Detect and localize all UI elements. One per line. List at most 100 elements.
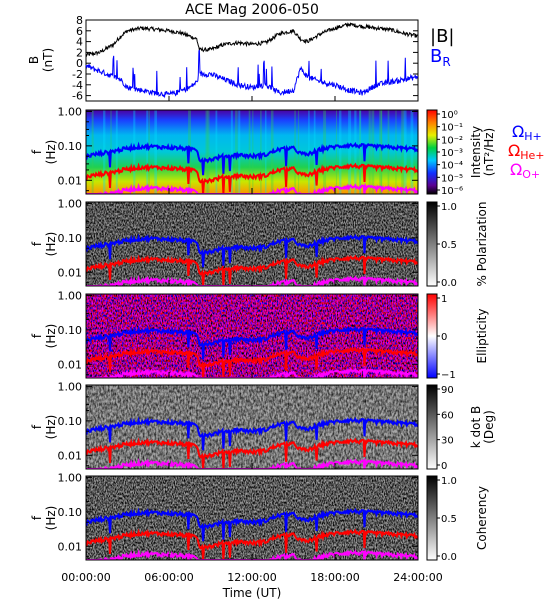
panel-ellipticity-yunit: (Hz): [44, 324, 58, 349]
panel-intensity-ylabel: f: [30, 149, 44, 154]
intensity-streak: [380, 110, 383, 194]
intensity-streak: [401, 110, 405, 194]
intensity-streak: [308, 110, 310, 194]
colorbar-tick-label: 1.0: [441, 202, 457, 213]
panel-coherency-y-ticks: 1.00 0.10 0.01: [58, 471, 419, 560]
colorbar-tick-label: 10⁻⁴: [441, 161, 463, 172]
colorbar-tick-label: 60: [441, 410, 454, 421]
legend-omega-he: ΩHe+: [508, 141, 545, 162]
intensity-streak: [133, 110, 136, 194]
x-tick-label: 06:00:00: [144, 571, 193, 584]
gyro-line-o-plus: [86, 274, 418, 286]
series-br-line: [85, 49, 418, 99]
intensity-streak: [207, 110, 210, 194]
panel-intensity-background: [86, 110, 418, 194]
gyro-line-he-plus: [86, 254, 418, 286]
colorbar-ellipticity-label: Ellipticity: [475, 309, 489, 364]
intensity-streak: [115, 110, 118, 194]
legend-br-sub: R: [442, 55, 450, 69]
panel-k-dot-b-y-ticks: 1.00 0.10 0.01: [58, 380, 419, 469]
colorbar-k-dot-b-label: k dot B: [469, 406, 483, 448]
intensity-streak: [395, 110, 397, 194]
intensity-streak: [323, 110, 327, 194]
intensity-streak: [359, 110, 361, 194]
chart-title: ACE Mag 2006-050: [185, 2, 319, 18]
panel-coherency-texture: [86, 476, 418, 560]
b-y-tick-label: -2: [72, 68, 83, 81]
panel-coherency-yunit: (Hz): [44, 506, 58, 531]
colorbar-tick-label: 10⁻²: [441, 135, 463, 146]
gyro-line-he-plus: [86, 528, 418, 560]
gyro-line-o-plus: [86, 457, 418, 469]
b-field-yunit: (nT): [41, 48, 55, 72]
colorbar-tick-label: 0.0: [441, 552, 457, 563]
panel-polarization: 1.00 0.10 0.01 f (Hz) 1.0 0.5 0.0 % Polarization: [30, 197, 489, 289]
intensity-streak: [359, 110, 362, 194]
gyro-line-he-plus: [86, 162, 418, 194]
panel-k-dot-b: 1.00 0.10 0.01 f (Hz) 90 60 30 0 k dot B (Deg): [30, 380, 496, 472]
gyro-line-h-plus: [86, 416, 418, 451]
panel-ellipticity-ylabel: f: [30, 333, 44, 338]
intensity-streak: [238, 110, 241, 194]
colorbar-ellipticity: [426, 293, 438, 379]
colorbar-coherency: [426, 475, 438, 561]
panel-intensity-image: [86, 110, 418, 194]
intensity-streak: [410, 110, 414, 194]
intensity-streak: [348, 110, 352, 194]
f-tick-label: 0.10: [58, 415, 83, 428]
panel-intensity: 1.00 0.10 0.01 f (Hz) 10⁰ 10⁻¹10⁻² 10⁻³ 10⁻⁴10⁻⁵…: [30, 105, 496, 197]
x-axis-label: Time (UT): [222, 586, 282, 600]
colorbar-tick-label: 90: [441, 385, 454, 396]
f-tick-label: 0.01: [58, 358, 83, 371]
gyro-line-o-plus: [86, 366, 418, 378]
panel-coherency-image: [86, 476, 418, 560]
gyro-line-he-plus: [86, 346, 418, 378]
b-field-lines: [85, 22, 419, 99]
intensity-streak: [91, 110, 94, 194]
gyrofrequency-legend: ΩH+ ΩHe+ ΩO+: [508, 122, 545, 181]
intensity-streak: [235, 110, 238, 194]
f-tick-label: 0.01: [58, 540, 83, 553]
panel-polarization-image: [86, 202, 418, 286]
x-tick-label: 18:00:00: [310, 571, 359, 584]
intensity-streak: [264, 110, 267, 194]
legend-omega-h: ΩH+: [512, 122, 542, 143]
colorbar-tick-label: 0.5: [441, 514, 457, 525]
colorbar-tick-label: 30: [441, 436, 454, 447]
intensity-streak: [339, 110, 342, 194]
intensity-streak: [215, 110, 218, 194]
f-tick-label: 1.00: [58, 197, 83, 210]
panel-intensity-yunit: (Hz): [44, 140, 58, 165]
gyro-line-he-plus: [86, 437, 418, 469]
f-tick-label: 0.10: [58, 324, 83, 337]
colorbar-intensity-unit: (nT²/Hz): [482, 128, 496, 176]
colorbar-tick-label: 10⁻¹: [441, 123, 463, 134]
panel-coherency: 1.00 0.10 0.01 f (Hz) 1.0 0.5 0.0 Coherency: [30, 471, 489, 563]
panel-k-dot-b-image: [86, 385, 418, 469]
panel-ellipticity-image: [86, 294, 418, 378]
intensity-streak: [146, 110, 148, 194]
x-tick-label: 12:00:00: [227, 571, 276, 584]
intensity-streak: [368, 110, 371, 194]
intensity-streak: [379, 110, 383, 194]
gyro-line-o-plus: [86, 182, 418, 194]
colorbar-tick-label: 10⁻³: [441, 148, 463, 159]
b-y-tick-label: 2: [76, 46, 83, 59]
b-y-tick-label: -6: [72, 90, 83, 103]
colorbar-tick-label: −1: [441, 370, 456, 381]
colorbar-k-dot-b: [426, 384, 438, 470]
b-y-tick-label: 4: [76, 36, 83, 49]
f-tick-label: 0.01: [58, 449, 83, 462]
f-tick-label: 0.01: [58, 174, 83, 187]
f-tick-label: 1.00: [58, 105, 83, 118]
colorbar-polarization-label: % Polarization: [475, 202, 489, 287]
panel-intensity-y-ticks: 1.00 0.10 0.01: [58, 105, 419, 194]
panel-polarization-yunit: (Hz): [44, 232, 58, 257]
gyro-line-h-plus: [86, 233, 418, 268]
colorbar-tick-label: 10⁰: [441, 110, 458, 121]
intensity-streak: [403, 110, 407, 194]
f-tick-label: 1.00: [58, 471, 83, 484]
